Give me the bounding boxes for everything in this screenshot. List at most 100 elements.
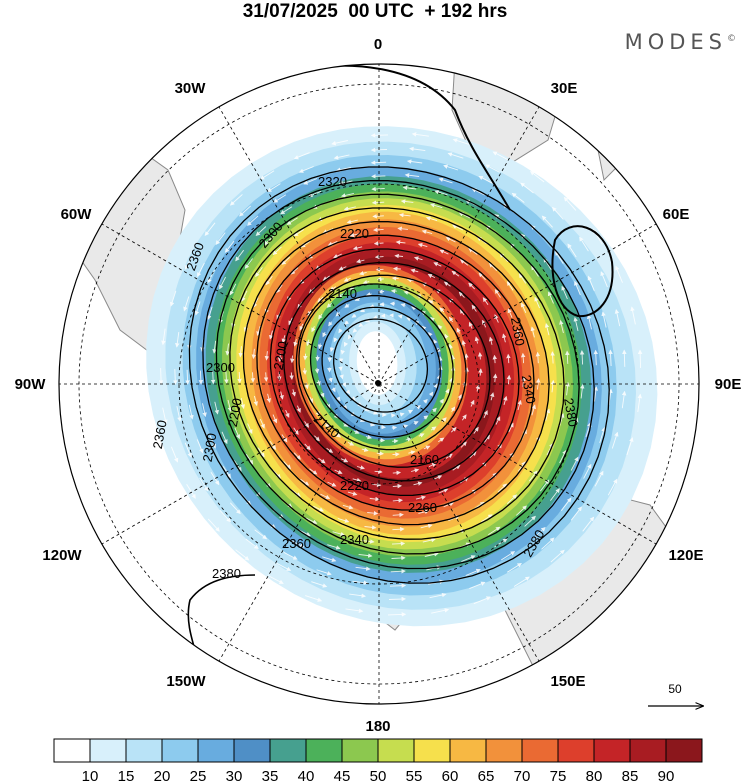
- streamline-arrow: [198, 370, 204, 385]
- streamline-arrow: [296, 405, 301, 413]
- streamline-arrow: [333, 253, 342, 259]
- streamline-arrow: [347, 334, 353, 340]
- streamline-arrow: [438, 488, 449, 494]
- streamline-arrow: [430, 316, 435, 322]
- streamline-arrow: [352, 245, 363, 251]
- colorbar-swatch: [269, 738, 307, 763]
- streamline-arrow: [458, 212, 471, 219]
- streamline-arrow: [582, 516, 595, 532]
- streamline-arrow: [250, 372, 256, 383]
- streamline-arrow: [418, 433, 425, 438]
- map-title: 31/07/2025 00 UTC + 192 hrs: [242, 1, 508, 22]
- colorbar-swatch: [233, 738, 271, 763]
- streamline-arrow: [565, 381, 570, 396]
- colorbar-tick-label: 50: [370, 768, 387, 782]
- streamline-arrow: [326, 302, 332, 308]
- streamline-arrow: [308, 396, 313, 404]
- height-contour-9: [298, 283, 467, 451]
- streamline-arrow: [402, 185, 417, 191]
- streamline-arrow: [173, 368, 178, 385]
- streamline-arrow: [399, 212, 411, 218]
- streamline-arrow: [347, 491, 358, 496]
- streamline-arrow: [473, 426, 479, 434]
- streamline-arrow: [445, 237, 456, 243]
- streamline-arrow: [560, 497, 572, 511]
- streamline-arrow: [359, 271, 367, 276]
- streamline-arrow: [611, 431, 619, 449]
- lon-label-120w: 120W: [42, 547, 82, 564]
- streamline-arrow: [346, 219, 358, 224]
- streamline-arrow: [293, 229, 305, 237]
- streamline-arrow: [608, 349, 613, 367]
- streamline-arrow: [535, 351, 541, 364]
- streamline-arrow: [594, 470, 604, 487]
- contour-label-2380-east: 2380: [561, 397, 581, 428]
- streamline-arrow: [420, 523, 433, 529]
- streamline-arrow: [283, 552, 298, 560]
- colorbar-tick-label: 60: [442, 768, 459, 782]
- streamline-arrow: [338, 328, 343, 334]
- streamline-arrow: [518, 273, 527, 284]
- streamline-arrow: [239, 205, 252, 217]
- colorbar-swatch: [125, 738, 163, 763]
- streamline-arrow: [327, 240, 338, 246]
- streamline-arrow: [273, 194, 287, 203]
- streamline-arrow: [439, 398, 444, 404]
- streamline-arrow: [320, 392, 325, 398]
- streamline-arrow: [459, 308, 465, 316]
- streamline-arrow: [390, 569, 406, 574]
- streamline-arrow: [327, 544, 341, 550]
- streamline-arrow: [481, 514, 493, 523]
- height-contour-6: [269, 248, 520, 497]
- contour-label-2360-south: 2360: [282, 536, 311, 551]
- colorbar-swatch: [449, 738, 487, 763]
- colorbar-tick-label: 75: [550, 768, 567, 782]
- streamline-arrow: [428, 391, 434, 397]
- streamline-arrow: [365, 434, 372, 440]
- streamline-arrow: [227, 399, 233, 412]
- high-pressure-closed-contour: [551, 225, 614, 318]
- streamline-arrow: [158, 367, 164, 385]
- streamline-arrow: [415, 495, 426, 500]
- streamline-arrow: [583, 463, 592, 479]
- streamline-arrow: [209, 435, 216, 449]
- streamline-arrow: [245, 453, 254, 465]
- streamline-arrow: [374, 469, 383, 474]
- streamline-arrow: [280, 206, 293, 215]
- streamline-arrow: [429, 592, 447, 599]
- contour-label-2220-south: 2220: [340, 478, 369, 493]
- streamline-arrow: [255, 267, 263, 278]
- streamline-arrow: [406, 159, 423, 164]
- streamline-arrow: [188, 404, 194, 420]
- streamline-arrow: [506, 374, 512, 385]
- contour-label-2320: 2320: [318, 174, 347, 189]
- streamline-arrow: [317, 296, 324, 303]
- streamline-arrow: [266, 393, 271, 403]
- streamline-arrow: [265, 275, 273, 286]
- streamline-arrow: [259, 170, 275, 180]
- streamline-arrow: [482, 319, 487, 328]
- streamline-arrow: [334, 469, 343, 474]
- streamline-arrow: [533, 526, 546, 539]
- streamline-arrow: [500, 551, 516, 561]
- colorbar-tick-label: 80: [586, 768, 603, 782]
- streamline-arrow: [458, 291, 465, 298]
- streamline-arrow: [300, 240, 311, 248]
- colorbar-swatch: [53, 738, 91, 763]
- lon-label-60w: 60W: [61, 206, 93, 223]
- streamline-arrow: [279, 391, 284, 400]
- streamline-arrow: [328, 321, 333, 327]
- streamline-arrow: [456, 327, 461, 334]
- streamline-arrow: [352, 477, 362, 483]
- streamline-arrow: [608, 388, 613, 405]
- streamline-arrow: [369, 422, 376, 427]
- streamline-arrow: [335, 167, 351, 173]
- streamline-arrow: [400, 199, 414, 204]
- streamline-arrow: [370, 160, 387, 165]
- streamline-arrow: [497, 483, 508, 493]
- streamline-arrow: [397, 226, 408, 232]
- streamline-arrow: [422, 398, 428, 404]
- streamline-arrow: [281, 256, 291, 265]
- streamline-arrow: [392, 438, 399, 444]
- streamline-arrow: [392, 452, 400, 457]
